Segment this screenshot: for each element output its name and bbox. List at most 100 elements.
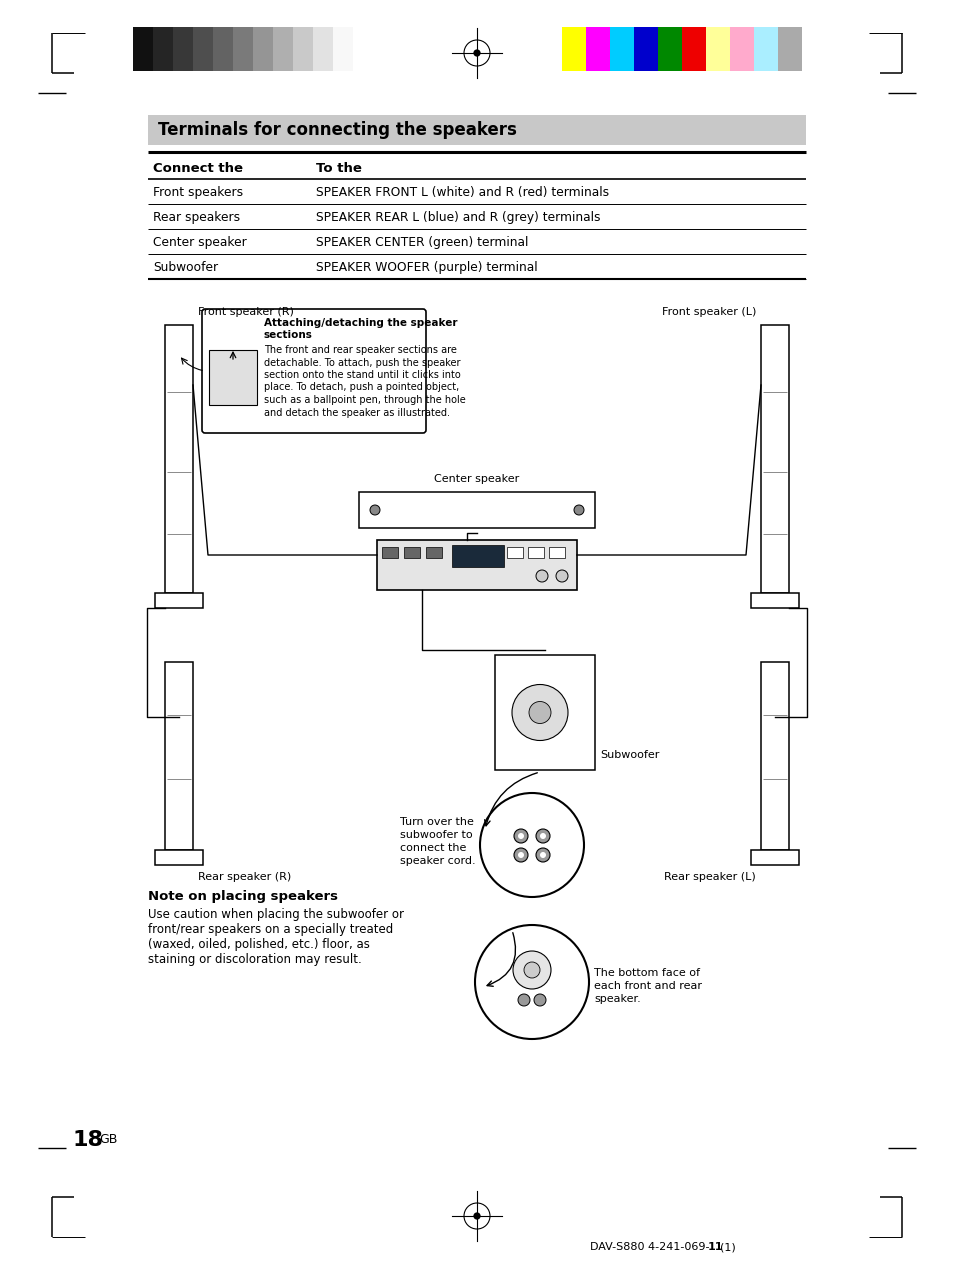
Text: connect the: connect the (399, 843, 466, 853)
Text: sections: sections (264, 330, 313, 340)
Bar (165, 325, 193, 593)
Text: Terminals for connecting the speakers: Terminals for connecting the speakers (158, 121, 517, 138)
Bar (495, 655, 595, 770)
FancyBboxPatch shape (202, 309, 426, 433)
Circle shape (514, 829, 527, 843)
Text: front/rear speakers on a specially treated: front/rear speakers on a specially treat… (148, 923, 393, 936)
Bar (760, 325, 788, 593)
Text: Rear speaker (L): Rear speaker (L) (663, 872, 755, 881)
Text: each front and rear: each front and rear (594, 980, 701, 991)
Text: 18: 18 (73, 1130, 104, 1151)
Text: The bottom face of: The bottom face of (594, 968, 700, 978)
Bar (293, 27, 313, 71)
Text: Subwoofer: Subwoofer (599, 751, 659, 759)
Bar (233, 27, 253, 71)
Bar (506, 547, 522, 558)
Bar (485, 547, 501, 558)
Bar (634, 27, 658, 71)
Text: subwoofer to: subwoofer to (399, 831, 472, 839)
Bar (253, 27, 273, 71)
Circle shape (517, 994, 530, 1006)
Text: To the: To the (315, 163, 361, 175)
Text: Note on placing speakers: Note on placing speakers (148, 890, 337, 903)
Bar (313, 27, 333, 71)
Text: SPEAKER REAR L (blue) and R (grey) terminals: SPEAKER REAR L (blue) and R (grey) termi… (315, 211, 599, 224)
Bar (760, 662, 788, 850)
Circle shape (513, 951, 551, 989)
Text: Rear speakers: Rear speakers (152, 211, 240, 224)
Bar (609, 27, 634, 71)
Text: speaker.: speaker. (594, 994, 640, 1005)
Circle shape (536, 570, 547, 582)
Bar (658, 27, 681, 71)
Bar (376, 540, 577, 591)
Text: Front speakers: Front speakers (152, 185, 243, 199)
Bar (452, 545, 503, 566)
Text: Subwoofer: Subwoofer (152, 262, 218, 274)
Bar (527, 547, 543, 558)
Bar (154, 593, 203, 608)
Bar (778, 27, 801, 71)
Text: Turn over the: Turn over the (399, 817, 474, 827)
Bar (729, 27, 753, 71)
Circle shape (539, 833, 545, 839)
Bar (403, 547, 419, 558)
Bar (753, 27, 778, 71)
Bar (750, 850, 799, 865)
Text: SPEAKER FRONT L (white) and R (red) terminals: SPEAKER FRONT L (white) and R (red) term… (315, 185, 608, 199)
Bar (358, 491, 595, 528)
Text: The front and rear speaker sections are: The front and rear speaker sections are (264, 345, 456, 356)
Bar (193, 27, 213, 71)
Text: such as a ballpoint pen, through the hole: such as a ballpoint pen, through the hol… (264, 395, 465, 405)
Text: 11: 11 (707, 1242, 722, 1252)
Circle shape (514, 848, 527, 862)
Text: Attaching/detaching the speaker: Attaching/detaching the speaker (264, 318, 457, 328)
Circle shape (473, 1213, 480, 1219)
Bar (213, 27, 233, 71)
Bar (585, 27, 609, 71)
Text: Front speaker (R): Front speaker (R) (198, 307, 294, 318)
Bar (561, 27, 585, 71)
Bar (381, 547, 397, 558)
Bar (705, 27, 729, 71)
Circle shape (479, 792, 583, 897)
Text: detachable. To attach, push the speaker: detachable. To attach, push the speaker (264, 357, 460, 367)
Circle shape (473, 50, 480, 57)
Text: GB: GB (99, 1133, 117, 1146)
Bar (132, 27, 152, 71)
Circle shape (534, 994, 545, 1006)
Bar (681, 27, 705, 71)
Text: SPEAKER WOOFER (purple) terminal: SPEAKER WOOFER (purple) terminal (315, 262, 537, 274)
Circle shape (574, 505, 583, 516)
Bar (273, 27, 293, 71)
Text: section onto the stand until it clicks into: section onto the stand until it clicks i… (264, 370, 460, 380)
Bar (148, 116, 805, 145)
Text: Use caution when placing the subwoofer or: Use caution when placing the subwoofer o… (148, 908, 403, 921)
Circle shape (523, 961, 539, 978)
Bar (152, 27, 172, 71)
Circle shape (370, 505, 379, 516)
Circle shape (512, 685, 567, 740)
Circle shape (556, 570, 567, 582)
Circle shape (517, 833, 523, 839)
Text: staining or discoloration may result.: staining or discoloration may result. (148, 952, 361, 966)
Text: Rear speaker (R): Rear speaker (R) (198, 872, 291, 881)
Text: Front speaker (L): Front speaker (L) (661, 307, 755, 318)
Text: place. To detach, push a pointed object,: place. To detach, push a pointed object, (264, 382, 458, 392)
Bar (154, 850, 203, 865)
Bar (209, 351, 256, 405)
Circle shape (539, 852, 545, 859)
Circle shape (517, 852, 523, 859)
Circle shape (475, 925, 588, 1039)
Bar (333, 27, 353, 71)
Bar (548, 547, 564, 558)
Text: (1): (1) (720, 1242, 735, 1252)
Bar (750, 593, 799, 608)
Bar (426, 547, 441, 558)
Text: Connect the: Connect the (152, 163, 243, 175)
Bar (165, 662, 193, 850)
Bar (464, 547, 480, 558)
Text: SPEAKER CENTER (green) terminal: SPEAKER CENTER (green) terminal (315, 236, 528, 249)
Text: and detach the speaker as illustrated.: and detach the speaker as illustrated. (264, 408, 450, 418)
Text: (waxed, oiled, polished, etc.) floor, as: (waxed, oiled, polished, etc.) floor, as (148, 939, 370, 951)
